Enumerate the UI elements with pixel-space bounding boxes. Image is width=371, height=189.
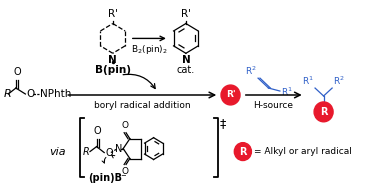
Text: O: O [122, 121, 129, 130]
Text: R$^2$: R$^2$ [333, 75, 345, 87]
Text: R$^1$: R$^1$ [302, 75, 314, 87]
Text: R': R' [108, 9, 118, 19]
FancyArrowPatch shape [123, 74, 155, 88]
Circle shape [234, 143, 252, 160]
Text: H-source: H-source [253, 101, 293, 110]
Text: O: O [105, 148, 113, 158]
Text: O: O [26, 89, 35, 99]
Text: cat.: cat. [177, 65, 195, 75]
Text: R$^2$: R$^2$ [245, 65, 257, 77]
Text: N: N [108, 55, 117, 65]
Text: O: O [122, 167, 129, 177]
Text: R: R [4, 89, 11, 99]
Text: R: R [320, 107, 327, 117]
FancyArrowPatch shape [102, 157, 106, 163]
Text: B(pin): B(pin) [95, 65, 131, 75]
Text: boryl radical addition: boryl radical addition [94, 101, 191, 110]
Text: = Alkyl or aryl radical: = Alkyl or aryl radical [254, 147, 352, 156]
Text: B$_2$(pin)$_2$: B$_2$(pin)$_2$ [131, 43, 168, 56]
Text: R': R' [226, 91, 235, 99]
Text: NPhth: NPhth [40, 89, 71, 99]
Circle shape [314, 102, 333, 122]
Text: (pin)B: (pin)B [88, 174, 122, 183]
FancyArrowPatch shape [112, 155, 115, 158]
Text: R$^1$: R$^1$ [281, 86, 293, 98]
Text: ‡: ‡ [220, 117, 226, 130]
Text: R: R [239, 147, 247, 156]
Text: N: N [115, 144, 122, 154]
Text: $^{-}$: $^{-}$ [120, 174, 128, 183]
Text: O: O [94, 126, 101, 136]
Text: R: R [83, 147, 90, 156]
Text: R': R' [181, 9, 191, 19]
Text: N: N [181, 55, 190, 65]
Text: via: via [49, 147, 66, 156]
Text: O: O [13, 67, 21, 77]
Circle shape [221, 85, 240, 105]
